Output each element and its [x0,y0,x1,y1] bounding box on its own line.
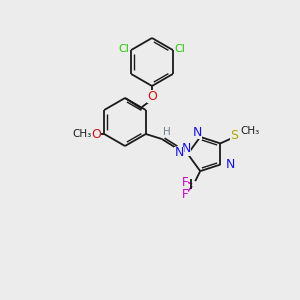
Text: N: N [182,142,191,155]
Text: Cl: Cl [119,44,130,54]
Text: N: N [225,158,235,171]
Text: H: H [163,127,171,137]
Text: CH₃: CH₃ [73,129,92,139]
Text: F: F [182,188,188,201]
Text: CH₃: CH₃ [241,126,260,136]
Text: N: N [193,126,202,140]
Text: S: S [230,129,238,142]
Text: N: N [174,146,184,160]
Text: F: F [182,176,188,189]
Text: O: O [147,89,157,103]
Text: Cl: Cl [174,44,185,54]
Text: O: O [91,128,101,140]
